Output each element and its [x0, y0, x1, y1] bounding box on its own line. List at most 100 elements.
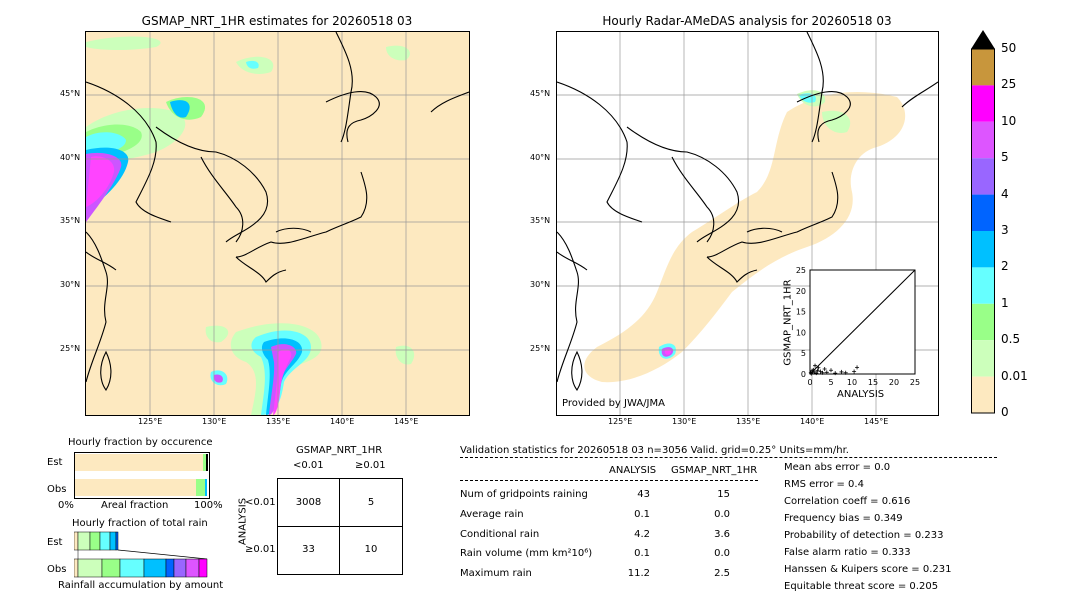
occurrence-x-left: 0%: [58, 500, 74, 511]
stat-analysis: 0.1: [634, 509, 650, 520]
score-line: False alarm ratio = 0.333: [784, 547, 911, 558]
score-line: Equitable threat score = 0.205: [784, 581, 939, 592]
score-line: Correlation coeff = 0.616: [784, 496, 911, 507]
occurrence-title: Hourly fraction by occurence: [68, 437, 213, 448]
scatter-y-tick: 15: [796, 308, 806, 317]
total-rain-title: Hourly fraction of total rain: [72, 518, 208, 529]
scatter-point: [824, 370, 829, 375]
scatter-point: [843, 370, 848, 375]
colorbar-tick-label: 0.01: [1001, 368, 1028, 383]
scatter-inset: 0 5 10 15 20 25 0 5 10 15 20 25 ANALYSIS GSMAP_NRT_…: [775, 262, 925, 412]
colorbar-segment: [971, 121, 995, 159]
left-map: [85, 31, 470, 416]
colorbar-segment: [971, 340, 995, 377]
contingency-cell: 33: [302, 544, 315, 555]
scatter-point: [811, 367, 816, 372]
stat-gsmap: 0.0: [714, 548, 730, 559]
occurrence-est-label: Est: [47, 457, 63, 468]
colorbar-tick-label: 0.5: [1001, 332, 1021, 347]
contingency-cell: 3008: [295, 497, 322, 508]
score-line: Frequency bias = 0.349: [784, 513, 903, 524]
right-lon-label: 145°E: [864, 417, 889, 426]
stat-gsmap: 3.6: [714, 529, 730, 540]
colorbar-segment: [971, 158, 995, 195]
right-lon-label: 135°E: [736, 417, 761, 426]
contingency-row-ge: ≥0.01: [245, 544, 276, 555]
scatter-point: [813, 363, 818, 368]
stat-analysis: 43: [637, 489, 650, 500]
right-map-title: Hourly Radar-AMeDAS analysis for 2026051…: [602, 14, 892, 28]
scatter-point: [852, 369, 857, 374]
left-lon-label: 130°E: [202, 417, 227, 426]
total-est-bar: [73, 531, 119, 551]
left-lat-label: 25°N: [60, 344, 81, 353]
scatter-point: [816, 365, 821, 370]
col-gsmap: GSMAP_NRT_1HR: [671, 465, 758, 476]
right-lat-label: 35°N: [530, 216, 551, 225]
stat-label: Num of gridpoints raining: [460, 489, 588, 500]
colorbar: [971, 30, 995, 414]
total-obs-bar: [73, 558, 208, 578]
validation-header: Validation statistics for 20260518 03 n=…: [460, 445, 849, 456]
scatter-plot: 0 5 10 15 20 25 0 5 10 15 20 25: [796, 266, 920, 387]
scatter-x-tick: 10: [847, 378, 857, 387]
colorbar-tick-label: 25: [1001, 77, 1017, 92]
left-map-rain-field: [86, 32, 469, 415]
scatter-xlabel: ANALYSIS: [837, 389, 885, 400]
scatter-y-tick: 25: [796, 266, 806, 275]
stat-gsmap: 2.5: [714, 568, 730, 579]
scatter-point: [833, 371, 838, 376]
right-lon-label: 130°E: [672, 417, 697, 426]
total-est-label: Est: [47, 537, 63, 548]
colorbar-tick-label: 5: [1001, 150, 1009, 165]
scatter-y-tick: 10: [796, 328, 806, 337]
scatter-point: [822, 367, 827, 372]
left-lat-label: 40°N: [60, 153, 81, 162]
scatter-point: [855, 365, 860, 370]
right-lat-label: 40°N: [530, 153, 551, 162]
stat-analysis: 4.2: [634, 529, 650, 540]
total-obs-label: Obs: [47, 564, 67, 575]
left-map-title: GSMAP_NRT_1HR estimates for 20260518 03: [141, 14, 413, 28]
occurrence-x-mid: Areal fraction: [101, 500, 169, 511]
occurrence-chart: [74, 452, 210, 499]
score-line: Probability of detection = 0.233: [784, 530, 944, 541]
colorbar-segment: [971, 303, 995, 341]
occurrence-x-right: 100%: [194, 500, 223, 511]
colorbar-svg: [971, 30, 995, 414]
left-lon-label: 135°E: [266, 417, 291, 426]
colorbar-tick-label: 0: [1001, 405, 1009, 419]
contingency-row-title: ANALYSIS: [237, 497, 249, 546]
score-line: Mean abs error = 0.0: [784, 462, 891, 473]
scatter-point: [818, 369, 823, 374]
scatter-y-tick: 5: [801, 349, 806, 358]
scatter-point: [829, 368, 833, 373]
colorbar-segment: [971, 49, 995, 86]
scatter-point: [810, 370, 815, 375]
colorbar-tick-label: 1: [1001, 295, 1009, 310]
contingency-row-lt: <0.01: [245, 497, 276, 508]
left-lat-label: 35°N: [60, 216, 81, 225]
colorbar-extend-arrow: [971, 30, 995, 49]
score-line: RMS error = 0.4: [784, 479, 864, 490]
total-rain-xlabel: Rainfall accumulation by amount: [58, 580, 224, 591]
colorbar-tick-label: 4: [1001, 186, 1009, 201]
scatter-x-tick: 25: [910, 378, 920, 387]
left-lat-label: 45°N: [60, 89, 81, 98]
scatter-x-tick: 5: [828, 378, 833, 387]
colorbar-tick-label: 2: [1001, 259, 1009, 274]
total-rain-chart: [73, 531, 208, 578]
scatter-y-tick: 20: [796, 287, 806, 296]
colorbar-tick-label: 50: [1001, 41, 1017, 55]
data-credit: Provided by JWA/JMA: [562, 398, 665, 409]
stat-analysis: 11.2: [627, 568, 650, 579]
colorbar-segment: [971, 85, 995, 122]
left-lon-label: 125°E: [138, 417, 163, 426]
stat-gsmap: 15: [717, 489, 730, 500]
scatter-x-tick: 20: [889, 378, 899, 387]
contingency-cell: 5: [367, 497, 375, 508]
scatter-ylabel: GSMAP_NRT_1HR: [782, 279, 794, 366]
occurrence-obs-label: Obs: [47, 484, 67, 495]
stat-label: Maximum rain: [460, 568, 532, 579]
colorbar-segment: [971, 376, 995, 413]
